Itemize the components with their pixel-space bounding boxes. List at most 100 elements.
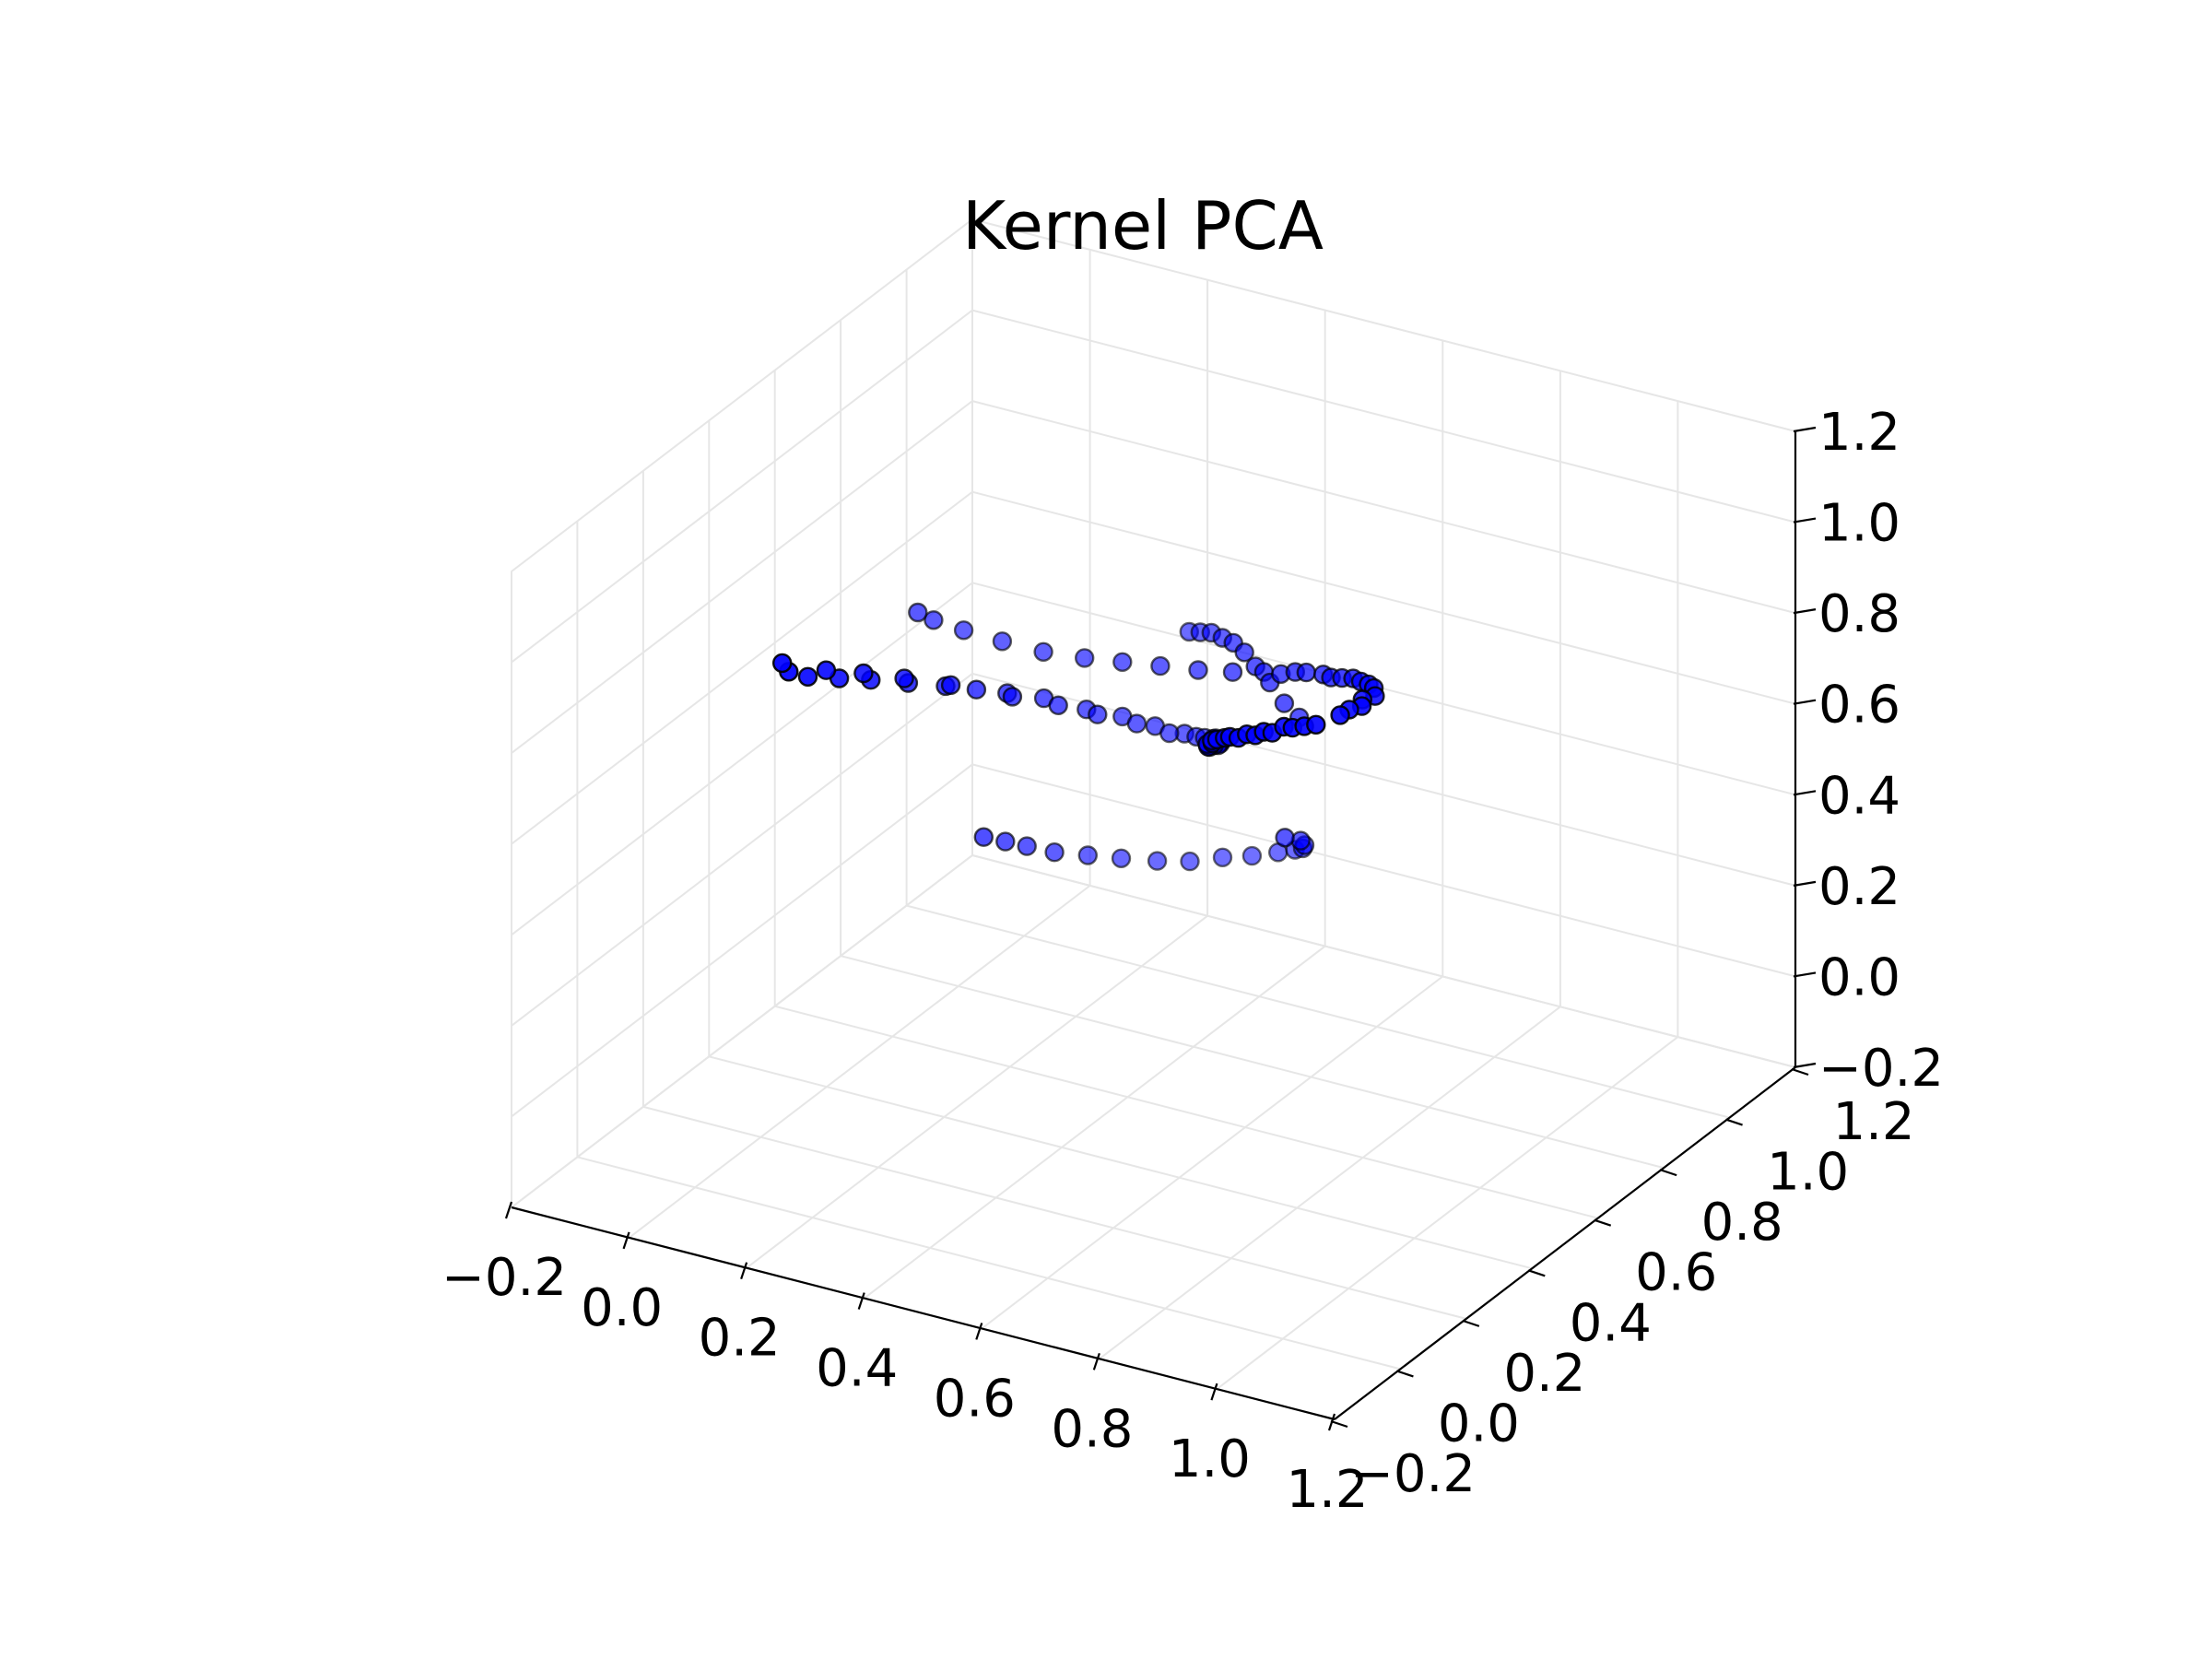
scatter-point-100 <box>1274 693 1295 713</box>
z-tick-label-7: 1.2 <box>1818 403 1900 463</box>
scatter-point-91 <box>1275 828 1295 848</box>
x-tick-label-6: 1.0 <box>1169 1430 1251 1489</box>
scatter-point-85 <box>1241 845 1263 866</box>
y-grid-line-2 <box>641 470 1467 1320</box>
y-tick-label-6: 1.0 <box>1767 1143 1849 1203</box>
scatter-point-53 <box>1048 695 1068 715</box>
y-tick-label-1: 0.0 <box>1438 1394 1520 1453</box>
x-tick-7 <box>1327 1413 1336 1431</box>
x-tick-label-3: 0.4 <box>816 1339 898 1399</box>
scatter-point-82 <box>1147 851 1168 871</box>
z-tick-label-3: 0.4 <box>1818 766 1900 826</box>
x-tick-label-2: 0.2 <box>699 1309 781 1369</box>
z-tick-label-4: 0.6 <box>1818 676 1900 735</box>
grid-lines <box>511 218 1796 1420</box>
y-tick-label-3: 0.4 <box>1570 1293 1652 1353</box>
y-tick-7 <box>1791 1067 1809 1077</box>
x-grid-line-0 <box>511 219 973 1208</box>
y-tick-label-5: 0.8 <box>1701 1193 1783 1253</box>
scatter-point-45 <box>953 620 974 641</box>
x-grid-line-6 <box>1216 401 1679 1390</box>
scatter-point-41 <box>1112 652 1133 672</box>
z-tick-label-5: 0.8 <box>1818 584 1900 644</box>
x-grid-line-2 <box>746 279 1209 1269</box>
x-tick-label-5: 0.8 <box>1051 1399 1133 1459</box>
x-grid-line-7 <box>1334 431 1796 1420</box>
scatter-point-39 <box>1188 660 1208 680</box>
x-tick-label-4: 0.6 <box>934 1369 1016 1429</box>
y-tick-0 <box>1330 1419 1348 1429</box>
axis-lines <box>511 431 1797 1421</box>
scatter-point-40 <box>1150 655 1171 677</box>
scatter-point-84 <box>1212 847 1233 867</box>
scatter-point-77 <box>995 831 1016 852</box>
scatter-point-80 <box>1077 845 1099 865</box>
back-pane <box>971 218 1796 1068</box>
x-tick-2 <box>740 1262 748 1280</box>
z-tick-7 <box>1793 426 1817 433</box>
z-tick-5 <box>1793 608 1817 615</box>
y-tick-1 <box>1396 1370 1414 1378</box>
y-tick-label-7: 1.2 <box>1832 1092 1914 1152</box>
scatter-point-97 <box>1234 642 1254 663</box>
scatter-point-48 <box>816 660 837 680</box>
scatter-point-78 <box>1017 836 1037 856</box>
z-tick-2 <box>1793 880 1817 887</box>
z-grid-line-7 <box>511 218 1796 572</box>
scatter-point-46 <box>924 610 944 630</box>
y-tick-label-2: 0.2 <box>1503 1344 1585 1404</box>
scatter-point-43 <box>1033 641 1053 662</box>
z-tick-label-2: 0.2 <box>1818 857 1900 917</box>
z-grid-line-3 <box>511 582 1796 936</box>
x-tick-5 <box>1092 1352 1100 1371</box>
scatter-points <box>772 602 1385 872</box>
scatter-point-90 <box>1290 830 1311 851</box>
z-grid-line-6 <box>511 309 1796 664</box>
scatter-point-0 <box>772 653 793 674</box>
x-grid-line-5 <box>1099 371 1561 1360</box>
y-grid-line-5 <box>840 320 1665 1170</box>
tick-labels: −0.2−0.2−0.20.00.00.00.20.20.20.40.40.40… <box>441 403 1944 1520</box>
y-grid-line-7 <box>971 219 1796 1068</box>
scatter-point-38 <box>1222 662 1243 682</box>
z-tick-label-1: 0.0 <box>1818 947 1900 1007</box>
y-tick-label-4: 0.6 <box>1635 1243 1717 1303</box>
scatter-point-47 <box>908 602 928 623</box>
x-tick-0 <box>504 1201 513 1219</box>
x-axis-line <box>511 1206 1335 1421</box>
chart-title: Kernel PCA <box>962 187 1324 265</box>
scatter-point-51 <box>940 675 961 695</box>
scatter-point-79 <box>1044 842 1065 863</box>
z-tick-4 <box>1793 699 1817 705</box>
y-tick-3 <box>1527 1269 1546 1277</box>
scatter-point-28 <box>1306 714 1326 735</box>
y-grid-line-3 <box>708 420 1533 1270</box>
x-tick-1 <box>622 1231 630 1250</box>
x-tick-6 <box>1210 1382 1218 1401</box>
y-grid-line-6 <box>905 269 1730 1119</box>
x-tick-3 <box>857 1292 865 1310</box>
scatter-point-83 <box>1180 851 1200 872</box>
scatter-point-52 <box>1002 687 1023 707</box>
scatter-point-74 <box>1296 662 1317 683</box>
y-axis-line <box>1334 1066 1796 1420</box>
z-tick-1 <box>1793 971 1817 978</box>
scatter-point-76 <box>973 827 994 847</box>
scatter-point-49 <box>853 663 874 684</box>
scatter-point-44 <box>992 631 1013 652</box>
axes-panes <box>510 218 1797 1420</box>
scatter-point-50 <box>894 668 914 688</box>
x-grid-line-1 <box>628 249 1091 1239</box>
scatter-point-7 <box>966 679 987 700</box>
x-tick-label-7: 1.2 <box>1286 1460 1368 1520</box>
scatter-point-81 <box>1111 848 1132 868</box>
x-grid-line-3 <box>864 310 1326 1300</box>
x-tick-label-1: 0.0 <box>581 1278 663 1338</box>
tick-marks <box>504 426 1817 1431</box>
z-grid-line-0 <box>511 853 1796 1208</box>
z-tick-6 <box>1793 517 1817 524</box>
z-tick-3 <box>1793 790 1817 796</box>
y-grid-line-1 <box>576 521 1401 1371</box>
z-tick-0 <box>1793 1062 1817 1069</box>
